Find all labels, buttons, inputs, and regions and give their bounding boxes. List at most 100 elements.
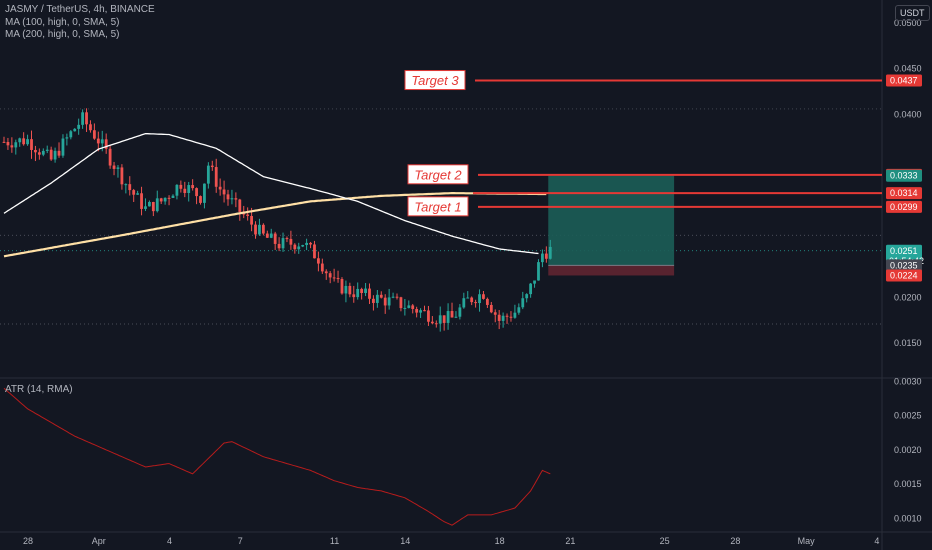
time-tick-label: 18 — [495, 536, 505, 546]
price-tick-label: 0.0500 — [894, 18, 922, 28]
target-label-3[interactable]: Target 3 — [404, 70, 466, 91]
candle-body — [403, 307, 407, 309]
price-tag-label: 0.0314 — [890, 188, 918, 198]
candle-body — [85, 112, 88, 125]
time-tick-label: 7 — [238, 536, 243, 546]
price-tag[interactable]: 0.0224 — [886, 269, 922, 282]
candle-body — [454, 316, 458, 318]
target-label-1[interactable]: Target 1 — [407, 196, 469, 217]
candle-body — [344, 285, 348, 294]
candle-body — [37, 152, 41, 155]
atr-legend[interactable]: ATR (14, RMA) — [5, 384, 73, 395]
candle-body — [155, 198, 159, 212]
candle-body — [73, 128, 77, 132]
candle-body — [317, 258, 320, 264]
candle-body — [301, 245, 305, 247]
candle-body — [132, 190, 136, 195]
candle-body — [470, 297, 474, 303]
price-tag-label: 0.0333 — [890, 171, 918, 181]
candle-body — [210, 165, 214, 168]
atr-pane — [3, 387, 551, 526]
price-tick-label: 0.0150 — [894, 338, 922, 348]
candle-body — [375, 294, 379, 303]
time-tick-label: 28 — [23, 536, 33, 546]
candle-body — [305, 242, 309, 246]
candle-body — [53, 150, 57, 160]
candle-body — [246, 214, 250, 216]
moving-average-lines — [3, 132, 547, 258]
candle-body — [277, 243, 281, 249]
atr-tick-label: 0.0010 — [894, 513, 922, 523]
candle-body — [466, 297, 470, 299]
time-tick-label: Apr — [92, 536, 106, 546]
candle-body — [462, 298, 466, 308]
candle-body — [450, 311, 454, 318]
candle-body — [458, 307, 462, 317]
candle-body — [269, 233, 273, 238]
candle-body — [159, 198, 163, 202]
candle-body — [332, 277, 336, 279]
candle-body — [26, 139, 29, 145]
price-tag[interactable]: 0.0235 — [886, 259, 922, 272]
candle-body — [234, 198, 238, 200]
candle-body — [340, 279, 344, 294]
candle-body — [273, 233, 277, 244]
price-tag-bg — [886, 169, 922, 182]
candle-body — [356, 288, 360, 298]
candle-body — [478, 294, 481, 304]
stop-loss-zone[interactable] — [548, 265, 675, 276]
candle-body — [391, 296, 395, 298]
price-tag[interactable]: 0.0299 — [886, 200, 922, 213]
candle-body — [423, 310, 426, 312]
candle-body — [214, 167, 218, 187]
target-box — [407, 164, 469, 185]
candle-body — [112, 165, 116, 169]
profit-zone[interactable] — [548, 175, 675, 266]
long-position-tool[interactable] — [548, 175, 675, 276]
candle-body — [372, 298, 375, 303]
price-tag-label: 0.0437 — [890, 76, 918, 86]
candle-body — [505, 315, 509, 317]
price-tag[interactable]: 0.0333 — [886, 169, 922, 182]
price-tag-label: 0.0299 — [890, 202, 918, 212]
candle-body — [517, 307, 521, 313]
candle-body — [474, 302, 477, 304]
symbol-title[interactable]: JASMY / TetherUS, 4h, BINANCE — [5, 4, 155, 15]
target-annotations[interactable]: Target 3 Target 2 Target 1 — [404, 70, 882, 217]
candle-body — [438, 315, 442, 324]
candle-body — [324, 271, 328, 274]
candle-body — [69, 131, 73, 138]
candle-body — [191, 185, 195, 189]
price-tag[interactable]: 0.0437 — [886, 74, 922, 87]
candle-body — [100, 139, 104, 144]
currency-label[interactable]: USDT — [895, 5, 930, 21]
atr-tick-label: 0.0015 — [894, 479, 922, 489]
ma200-legend[interactable]: MA (200, high, 0, SMA, 5) — [5, 29, 120, 40]
candle-body — [446, 311, 450, 323]
candle-body — [203, 183, 206, 203]
ma200-line — [3, 192, 547, 258]
candle-body — [501, 315, 505, 321]
candle-body — [399, 297, 403, 309]
candle-body — [489, 304, 493, 313]
candle-body — [525, 294, 529, 299]
candle-body — [183, 188, 187, 193]
candle-body — [379, 294, 383, 298]
price-tick-label: 0.0200 — [894, 292, 922, 302]
price-tag[interactable]: 0.0314 — [886, 187, 922, 200]
target-text: Target 1 — [414, 199, 461, 214]
candle-body — [77, 124, 81, 129]
time-axis[interactable]: 28 Apr 4 7 11 14 18 21 25 28 May 4 — [23, 536, 879, 546]
price-tag-bg — [886, 259, 922, 272]
candle-body — [265, 233, 269, 238]
candle-body — [34, 149, 37, 153]
time-tick-label: 4 — [167, 536, 172, 546]
candle-body — [348, 285, 352, 295]
time-tick-label: 21 — [565, 536, 575, 546]
ma100-legend[interactable]: MA (100, high, 0, SMA, 5) — [5, 16, 120, 28]
price-axis[interactable]: 0.0500 0.0450 0.0400 0.0200 0.0150 0.0437 0.03… — [886, 18, 924, 348]
time-tick-label: 25 — [660, 536, 670, 546]
target-label-2[interactable]: Target 2 — [407, 164, 469, 185]
candle-body — [175, 184, 179, 196]
